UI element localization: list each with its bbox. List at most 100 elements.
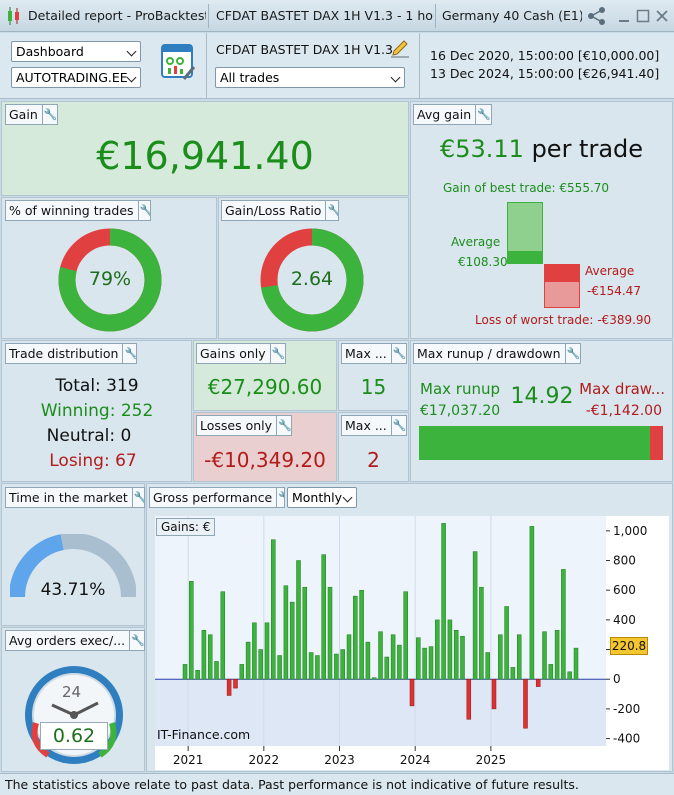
chart-bar: [252, 622, 257, 680]
donut-win-arc: [58, 228, 162, 332]
chart-bar: [504, 606, 509, 680]
chart-bar: [201, 630, 207, 680]
chart-bar: [302, 586, 308, 680]
chart-bar: [321, 554, 326, 680]
chart-bar: [195, 670, 200, 680]
divider: [435, 4, 436, 28]
wrench-icon[interactable]: 🔧: [276, 416, 291, 435]
wrench-icon[interactable]: 🔧: [390, 344, 406, 363]
distribution-label: Trade distribution: [9, 346, 119, 361]
chart-ytick-label: 800: [613, 554, 636, 568]
avg-win-value: €108.30: [458, 255, 508, 269]
chart-bar: [289, 601, 295, 680]
gross-chart: 1,0008006004002000-200-400 2021202220232…: [155, 516, 669, 770]
trades-select[interactable]: All trades: [215, 67, 405, 88]
wrench-icon[interactable]: 🔧: [129, 631, 144, 650]
chart-xtick-label: 2024: [400, 753, 431, 767]
toolbar: Dashboard AUTOTRADING.EE CFDAT BASTET DA…: [0, 33, 674, 99]
wrench-icon[interactable]: 🔧: [475, 105, 491, 124]
avg-orders-panel: Avg orders exec/... 🔧 24 0.62: [1, 627, 145, 772]
chart-ytick-label: 400: [613, 613, 636, 627]
winning-title: % of winning trades🔧: [5, 200, 151, 221]
wrench-icon[interactable]: 🔧: [269, 344, 285, 363]
chart-bar: [542, 631, 547, 680]
chart-bar: [479, 586, 484, 680]
share-icon[interactable]: [586, 5, 608, 27]
ratio-panel: Gain/Loss Ratio🔧 2.64: [218, 197, 409, 339]
view-select[interactable]: Dashboard: [11, 41, 141, 62]
chart-bar: [573, 647, 579, 680]
gains-only-title: Gains only 🔧: [196, 343, 286, 364]
chart-bar: [258, 649, 263, 680]
time-market-label: Time in the market: [9, 490, 128, 505]
chart-bar: [334, 653, 339, 680]
close-icon[interactable]: [654, 8, 670, 24]
period-select[interactable]: Monthly: [287, 487, 357, 508]
chart-bar: [548, 664, 554, 680]
ratio-label: Gain/Loss Ratio: [225, 203, 322, 218]
time-market-panel: Time in the market🔧 43.71%: [1, 483, 145, 626]
candlestick-icon: [6, 6, 22, 26]
runup-drawdown-bar: [419, 426, 663, 460]
wrench-icon[interactable]: 🔧: [41, 105, 57, 124]
clock-icon: [25, 666, 123, 764]
wrench-icon[interactable]: 🔧: [564, 344, 580, 363]
chart-xtick-label: 2022: [249, 753, 280, 767]
drawdown-value: -€1,142.00: [585, 403, 662, 419]
chart-bar: [409, 678, 415, 707]
runup-ratio: 14.92: [510, 384, 574, 409]
avg-loss-label: Average: [585, 264, 635, 278]
chart-bar: [340, 649, 345, 680]
gains-only-panel: Gains only 🔧 €27,290.60: [193, 340, 337, 411]
chart-title: Gains: €: [156, 518, 216, 536]
chart-bar: [510, 667, 516, 680]
best-trade-label: Gain of best trade: €555.70: [443, 181, 610, 195]
chart-bar: [485, 652, 490, 680]
avg-gain-suffix: per trade: [531, 135, 644, 163]
chart-xtick-label: 2025: [476, 753, 507, 767]
ratio-title: Gain/Loss Ratio🔧: [221, 200, 339, 221]
gauge-fill: [10, 534, 64, 598]
chevron-down-icon: [342, 492, 353, 503]
wrench-icon[interactable]: 🔧: [325, 201, 338, 220]
wrench-icon[interactable]: 🔧: [137, 201, 150, 220]
losses-only-panel: Losses only 🔧 -€10,349.20: [193, 412, 337, 482]
chart-bar: [283, 585, 289, 680]
report-settings-icon[interactable]: [160, 43, 196, 81]
losses-only-title: Losses only 🔧: [196, 415, 292, 436]
instrument-title: Germany 40 Cash (E1): [442, 8, 582, 23]
edit-pencil-icon[interactable]: [389, 37, 411, 59]
maximize-icon[interactable]: [635, 8, 651, 24]
gains-only-value: €27,290.60: [207, 375, 323, 399]
runup-title: Max runup / drawdown 🔧: [413, 343, 581, 364]
strategy-name: CFDAT BASTET DAX 1H V1.3: [216, 42, 393, 57]
chart-bar: [523, 678, 528, 729]
chart-bar: [428, 646, 434, 680]
chart-ytick-label: 0: [613, 672, 621, 686]
wrench-icon[interactable]: 🔧: [131, 488, 144, 507]
strategy-title: CFDAT BASTET DAX 1H V1.3 - 1 hour: [216, 8, 434, 23]
avg-gain-line: €53.11 per trade: [411, 135, 672, 163]
account-select[interactable]: AUTOTRADING.EE: [11, 67, 141, 88]
losses-only-value: -€10,349.20: [204, 448, 326, 472]
chart-bar: [403, 591, 408, 680]
chart-ytick-label: -400: [613, 732, 640, 746]
chart-bar: [397, 644, 402, 680]
view-select-value: Dashboard: [16, 44, 84, 59]
chart-bar: [453, 630, 459, 680]
chart-bar: [491, 678, 497, 710]
avg-gain-label: Avg gain: [417, 107, 472, 122]
time-market-gauge: [10, 534, 136, 598]
end-date-label: 13 Dec 2024, 15:00:00 [€26,941.40]: [430, 66, 660, 81]
chart-bar: [353, 595, 358, 680]
chart-bar: [390, 634, 396, 680]
chart-watermark: IT-Finance.com: [157, 727, 251, 742]
window-title: Detailed report - ProBacktest: [28, 8, 206, 23]
wrench-icon[interactable]: 🔧: [276, 488, 284, 507]
minimize-icon[interactable]: [616, 8, 632, 24]
gain-title: Gain 🔧: [5, 104, 58, 125]
chart-bar: [371, 677, 377, 680]
start-date-label: 16 Dec 2020, 15:00:00 [€10,000.00]: [430, 48, 660, 63]
wrench-icon[interactable]: 🔧: [390, 416, 406, 435]
wrench-icon[interactable]: 🔧: [122, 344, 136, 363]
